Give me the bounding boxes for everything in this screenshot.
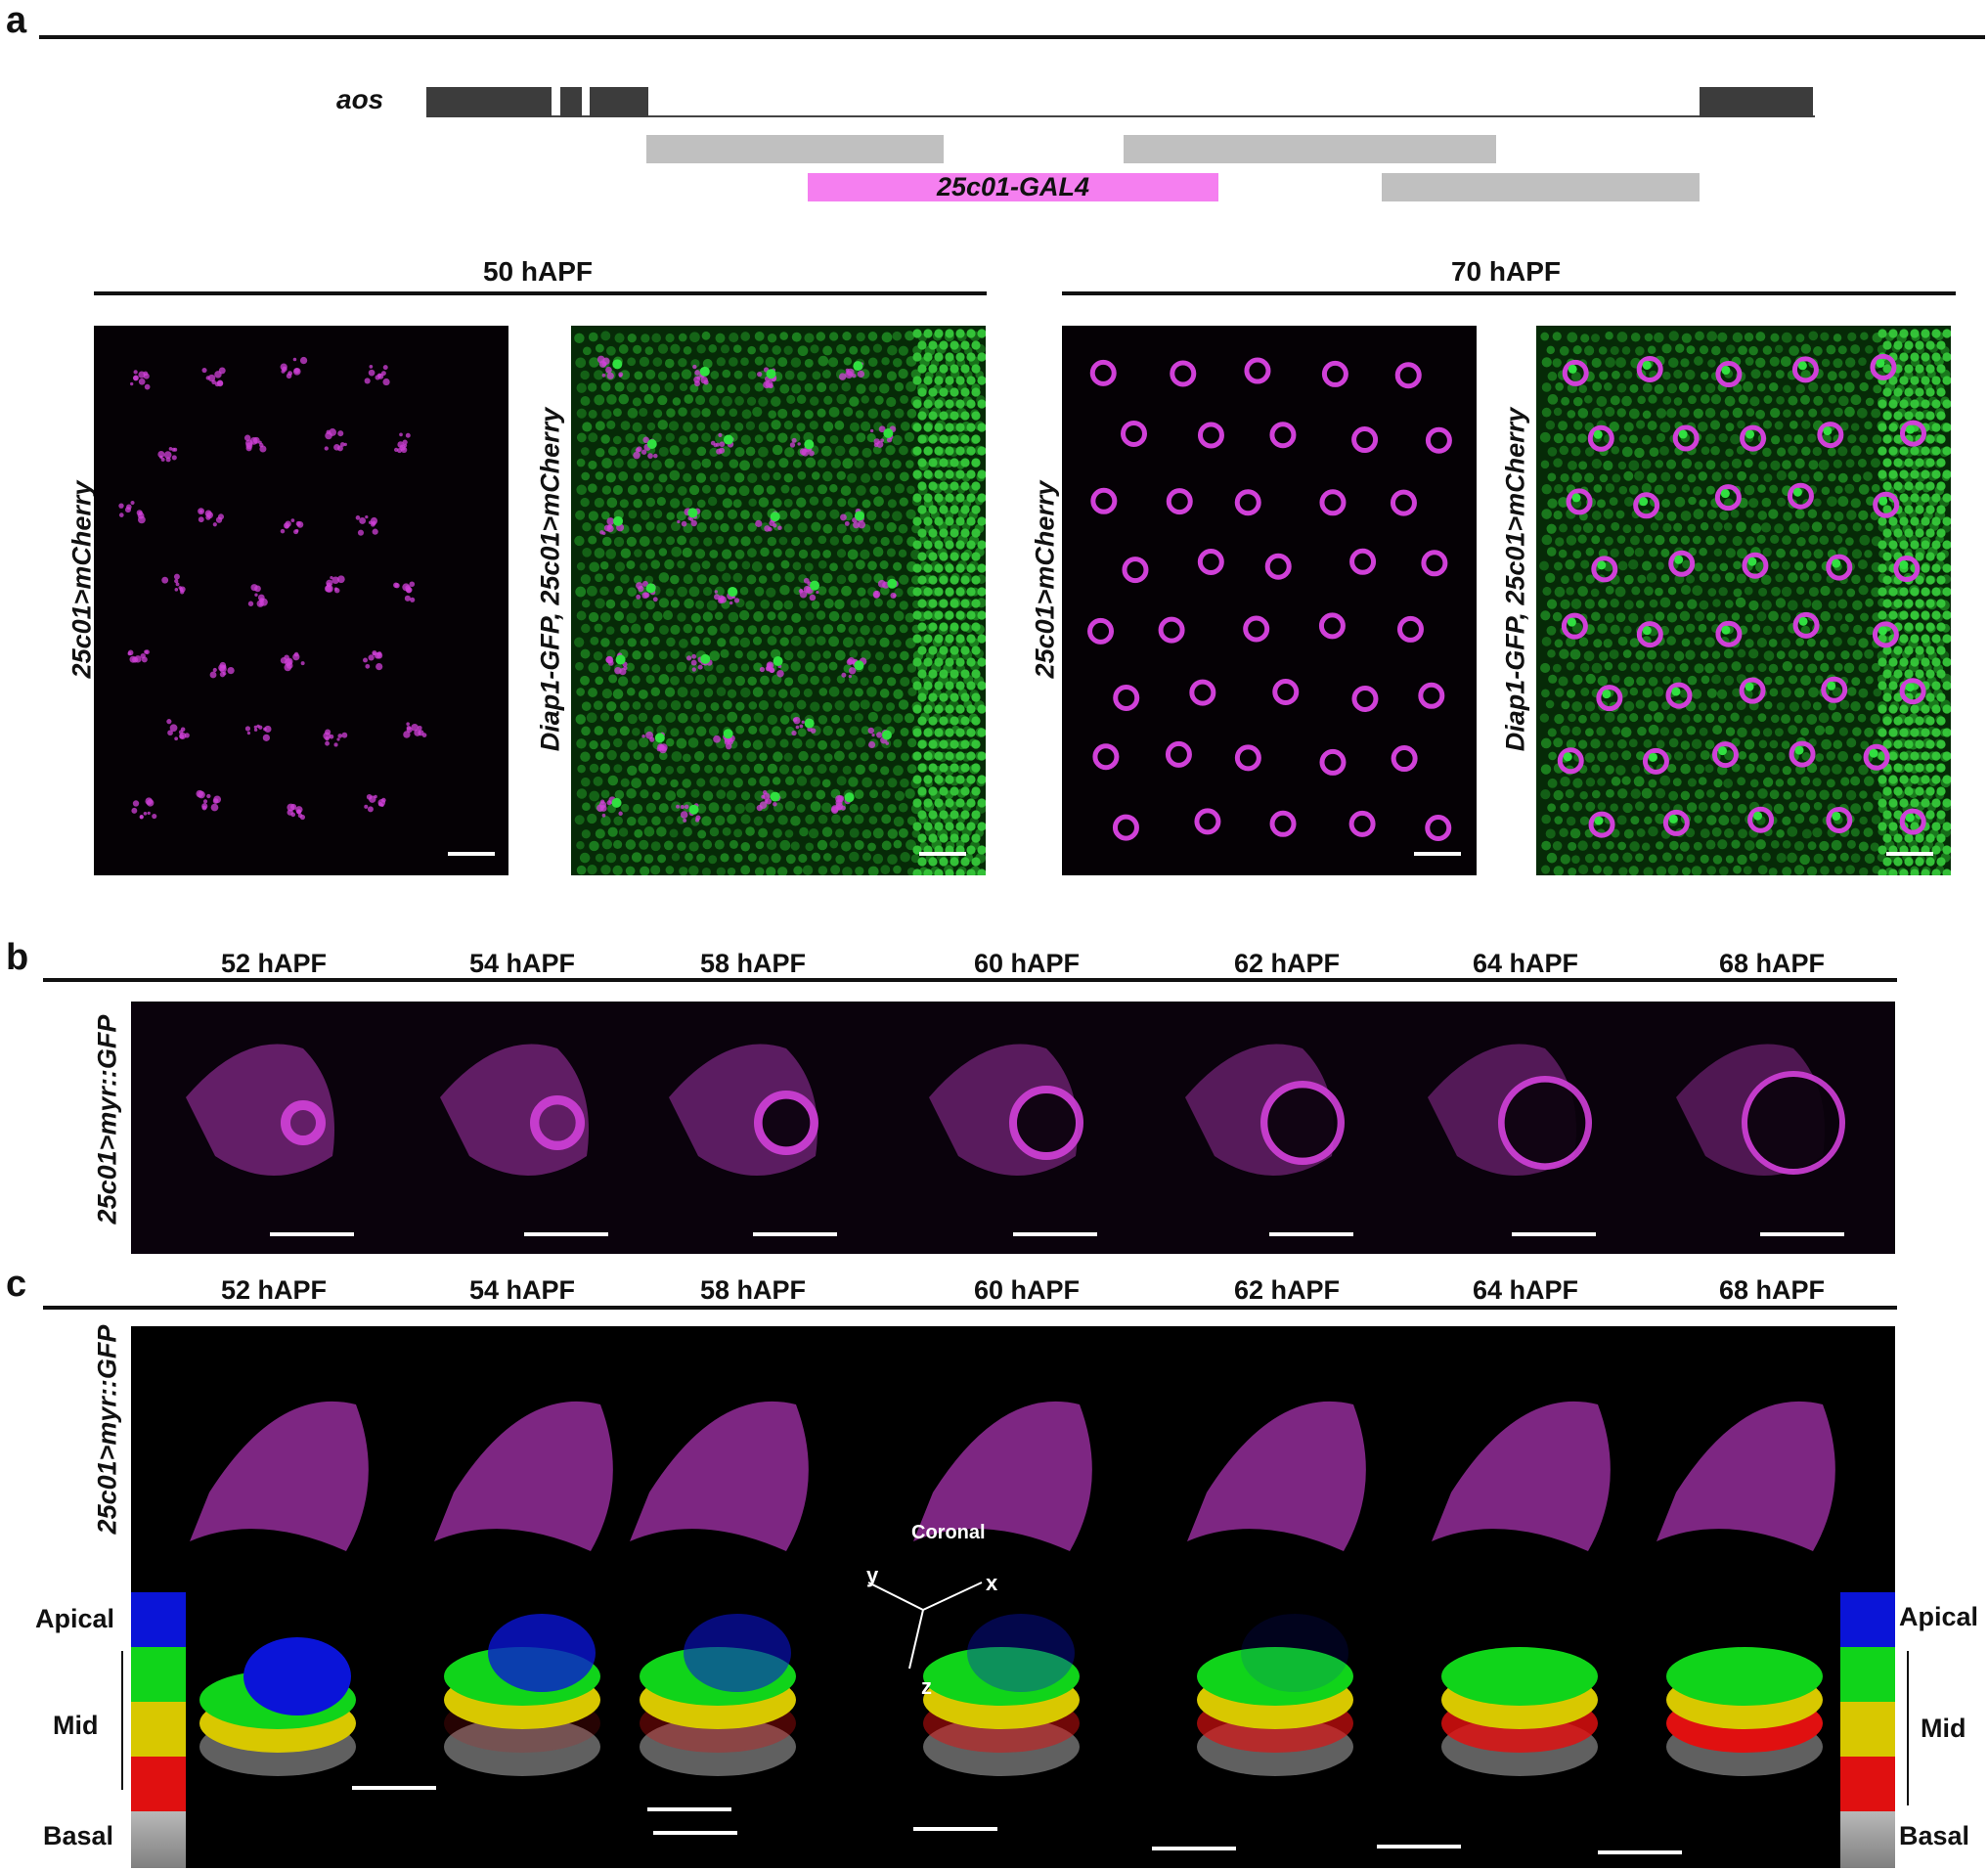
- group-70-hapf-title: 70 hAPF: [1450, 256, 1562, 287]
- micrograph-70-mcherry: [1062, 326, 1477, 875]
- group-50-rule: [94, 291, 987, 295]
- panel-a-label-3: 25c01>mCherry: [1030, 480, 1060, 679]
- axes-glyph: [867, 1581, 983, 1670]
- scale-bar: [1013, 1232, 1097, 1236]
- group-50-hapf-title: 50 hAPF: [482, 256, 594, 287]
- fragment-3: [1382, 173, 1700, 201]
- micrograph-50-merge: [571, 326, 986, 875]
- scale-mid-yellow: [1840, 1702, 1895, 1757]
- scale-bar: [1598, 1850, 1682, 1854]
- fragment-2: [1124, 135, 1496, 163]
- construct-25c01-gal4: 25c01-GAL4: [808, 172, 1218, 201]
- micrograph-50-mcherry: [94, 326, 508, 875]
- exon-3: [590, 87, 648, 117]
- scale-right-mid-bracket: [1907, 1651, 1909, 1805]
- timepoint-label: 68 hAPF: [1718, 1275, 1826, 1305]
- axis-y-label: y: [866, 1563, 879, 1587]
- group-70-rule: [1062, 291, 1956, 295]
- panel-a-top-rule: [39, 35, 1985, 39]
- scale-mid-red: [1840, 1757, 1895, 1811]
- timepoint-label: 54 hAPF: [468, 949, 576, 978]
- panel-b-top-rule: [43, 978, 1897, 982]
- exon-4: [1700, 87, 1813, 117]
- scale-bar: [753, 1232, 837, 1236]
- scale-bar: [270, 1232, 354, 1236]
- timepoint-label: 52 hAPF: [220, 949, 328, 978]
- scale-bar: [1886, 852, 1933, 856]
- scale-mid-yellow: [131, 1702, 186, 1757]
- fragment-1: [646, 135, 944, 163]
- scale-bar: [352, 1786, 436, 1790]
- scale-apical: [1840, 1592, 1895, 1647]
- scale-right-basal-label: Basal: [1899, 1821, 1970, 1850]
- panel-letter-a: a: [6, 0, 27, 41]
- axis-z-label: z: [921, 1674, 932, 1699]
- scale-bar: [1377, 1845, 1461, 1849]
- scale-bar: [919, 852, 966, 856]
- timepoint-label: 54 hAPF: [468, 1275, 576, 1305]
- micrograph-70-merge: [1536, 326, 1951, 875]
- scale-bar: [1760, 1232, 1844, 1236]
- axis-x-label: x: [986, 1571, 998, 1595]
- color-scale-right: [1840, 1592, 1895, 1868]
- scale-mid-green: [1840, 1647, 1895, 1702]
- scale-left-basal-label: Basal: [43, 1821, 114, 1850]
- scale-bar: [647, 1807, 731, 1811]
- panel-c-top-rule: [43, 1306, 1897, 1310]
- scale-right-apical-label: Apical: [1899, 1602, 1979, 1631]
- scale-bar: [1414, 852, 1461, 856]
- scale-basal: [131, 1811, 186, 1868]
- scale-right-mid-label: Mid: [1921, 1714, 1966, 1743]
- timepoint-label: 62 hAPF: [1233, 1275, 1341, 1305]
- panel-b-label: 25c01>myr::GFP: [92, 1014, 122, 1225]
- scale-bar: [1269, 1232, 1353, 1236]
- timepoint-label: 52 hAPF: [220, 1275, 328, 1305]
- gene-intron-line: [426, 115, 1815, 117]
- scale-bar: [653, 1831, 737, 1835]
- panel-letter-b: b: [6, 937, 29, 978]
- timepoint-label: 60 hAPF: [973, 1275, 1081, 1305]
- scale-basal: [1840, 1811, 1895, 1868]
- panel-a-label-1: 25c01>mCherry: [66, 480, 97, 679]
- timepoint-label: 58 hAPF: [699, 949, 807, 978]
- panel-b-image-strip: [131, 1002, 1895, 1254]
- panel-letter-c: c: [6, 1264, 27, 1305]
- scale-left-mid-bracket: [121, 1651, 123, 1790]
- gene-name: aos: [336, 84, 384, 114]
- panel-a-label-2: Diap1-GFP, 25c01>mCherry: [535, 407, 565, 752]
- scale-bar: [913, 1827, 997, 1831]
- scale-bar: [1152, 1847, 1236, 1850]
- timepoint-label: 60 hAPF: [973, 949, 1081, 978]
- construct-label: 25c01-GAL4: [936, 172, 1090, 201]
- panel-c-label: 25c01>myr::GFP: [92, 1324, 122, 1535]
- color-scale-left: [131, 1592, 186, 1868]
- axes-title: Coronal: [911, 1522, 986, 1543]
- timepoint-label: 64 hAPF: [1472, 949, 1579, 978]
- scale-bar: [448, 852, 495, 856]
- panel-c-image-strip: Coronal x y z: [131, 1326, 1895, 1868]
- timepoint-label: 68 hAPF: [1718, 949, 1826, 978]
- panel-a-label-4: Diap1-GFP, 25c01>mCherry: [1500, 407, 1530, 752]
- timepoint-label: 62 hAPF: [1233, 949, 1341, 978]
- scale-mid-red: [131, 1757, 186, 1811]
- timepoint-label: 58 hAPF: [699, 1275, 807, 1305]
- scale-left-apical-label: Apical: [35, 1604, 115, 1633]
- exon-2: [560, 87, 582, 117]
- scale-apical: [131, 1592, 186, 1647]
- scale-bar: [1512, 1232, 1596, 1236]
- scale-bar: [524, 1232, 608, 1236]
- scale-left-mid-label: Mid: [53, 1711, 99, 1740]
- scale-mid-green: [131, 1647, 186, 1702]
- timepoint-label: 64 hAPF: [1472, 1275, 1579, 1305]
- exon-1: [426, 87, 552, 117]
